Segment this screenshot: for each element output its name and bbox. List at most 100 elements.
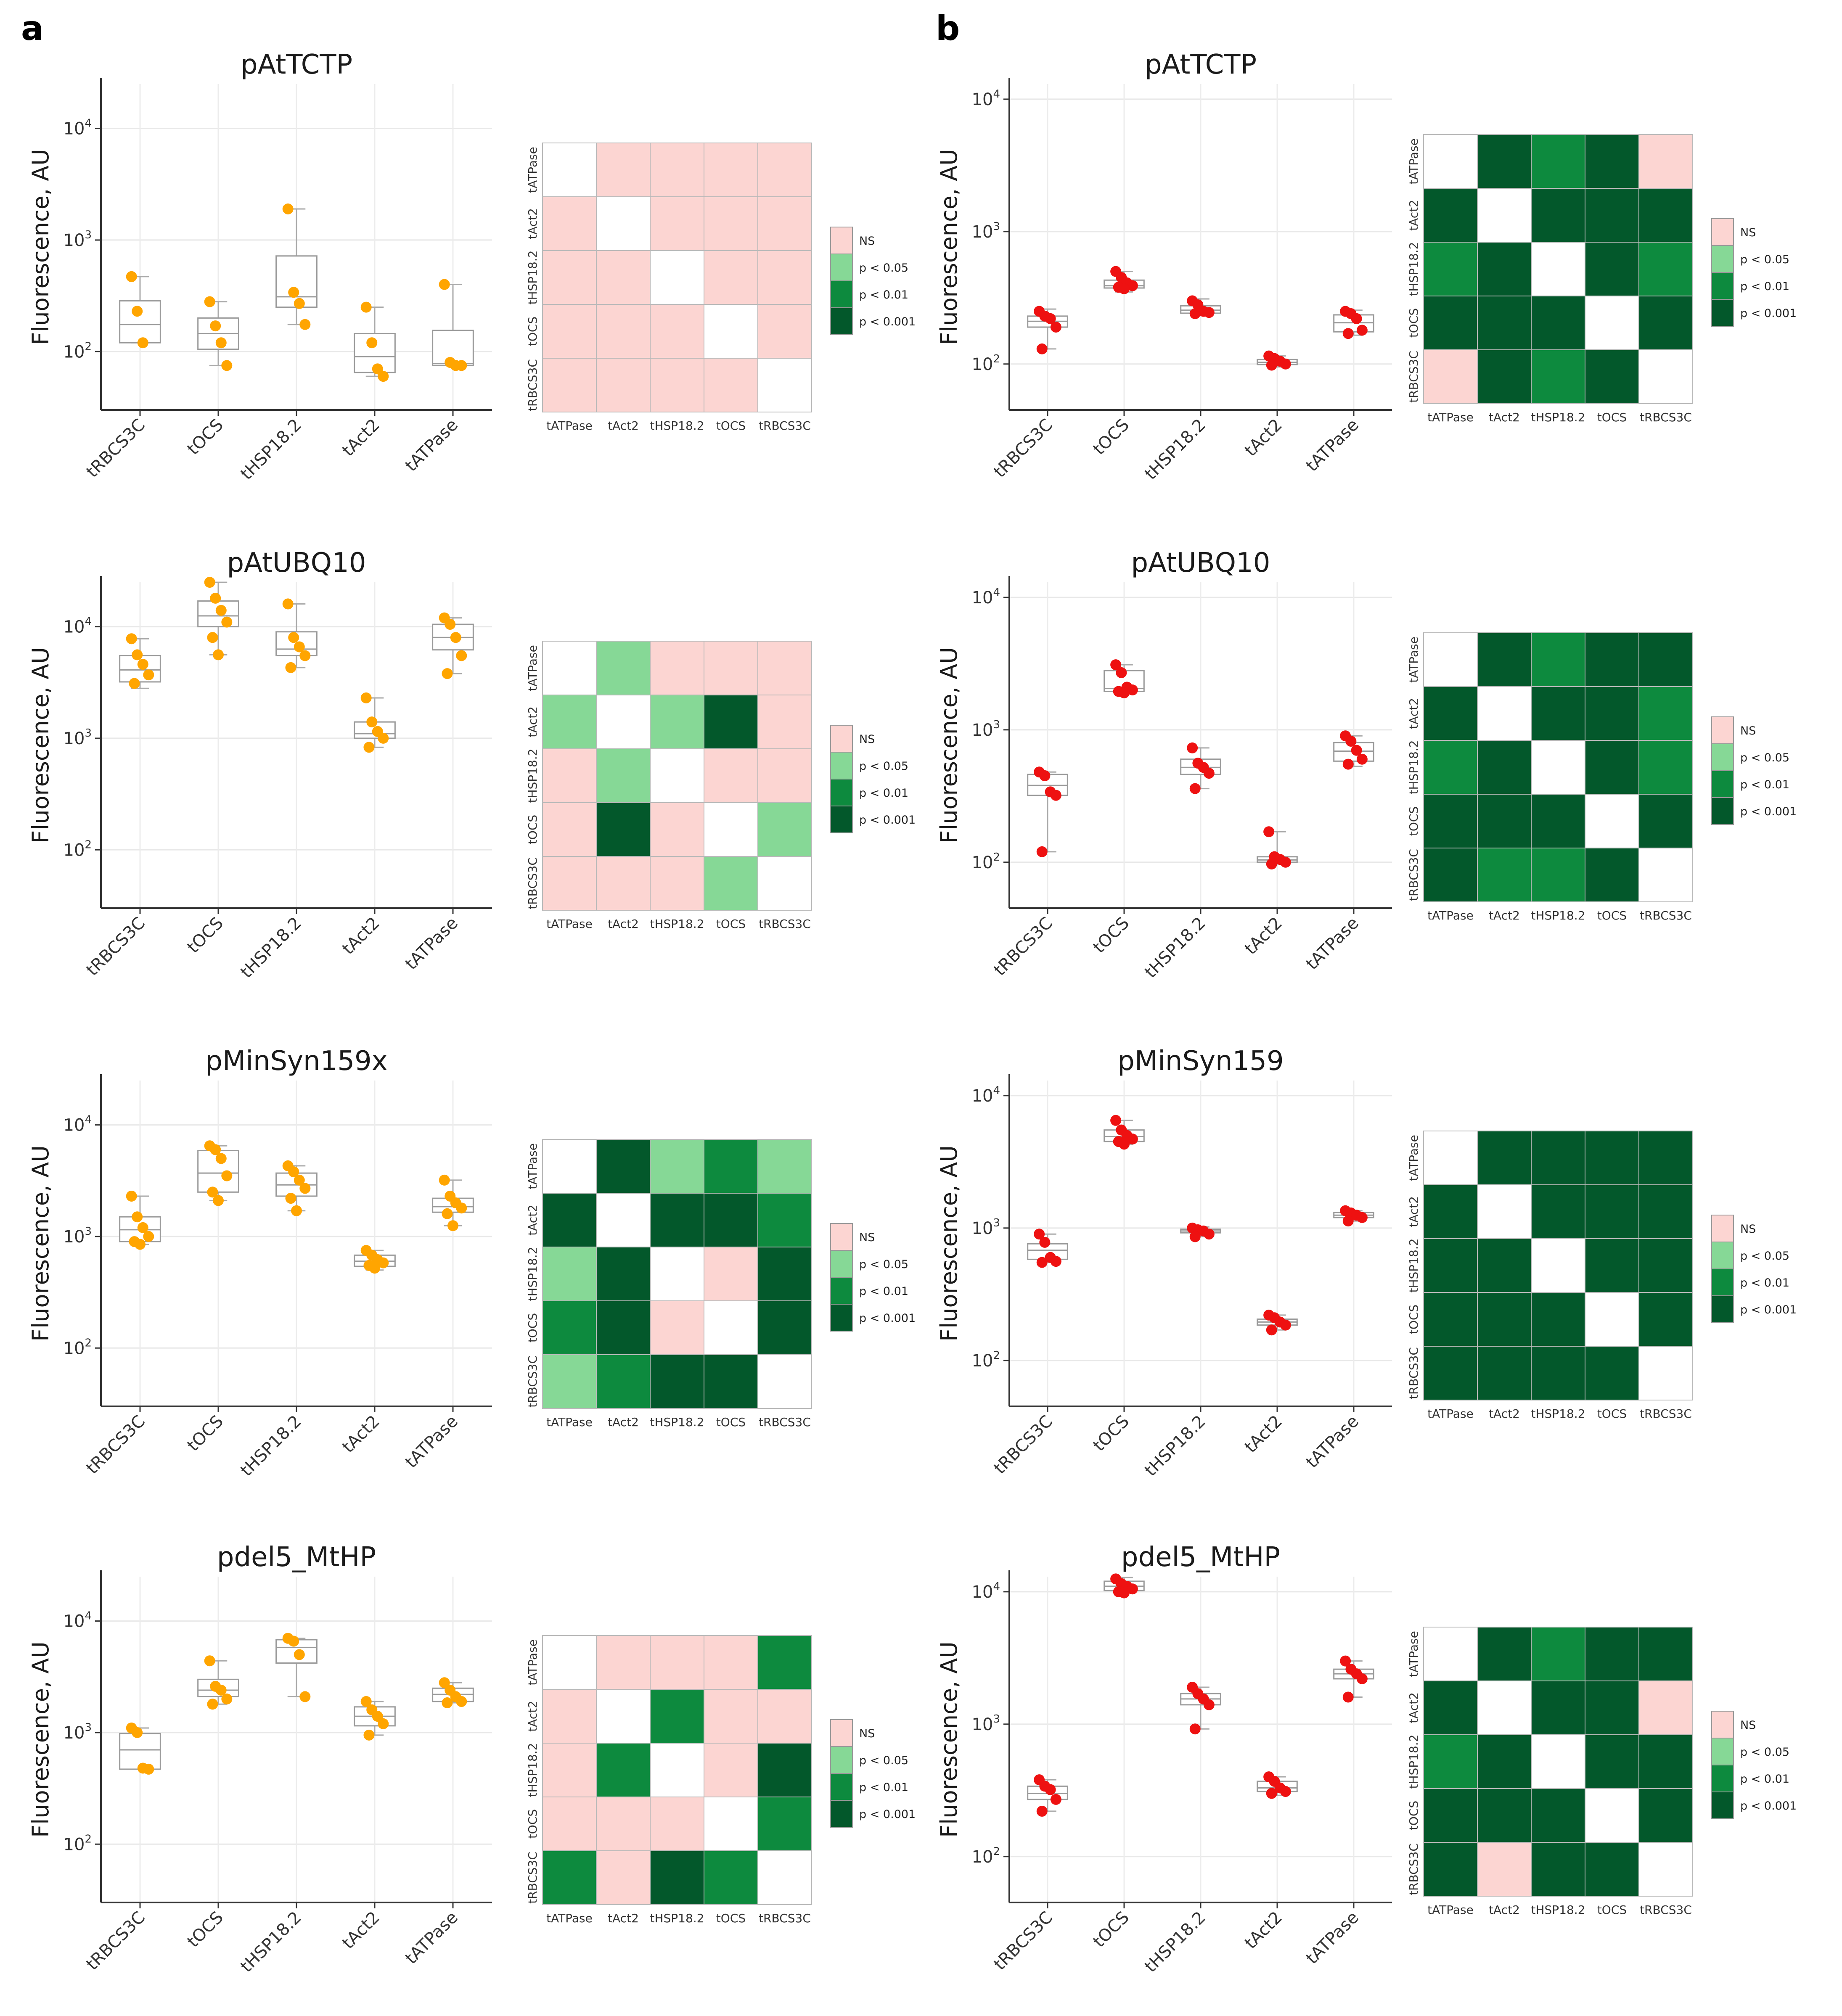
data-point — [126, 1190, 137, 1202]
heatmap-y-label: tRBCS3C — [1407, 849, 1421, 901]
data-point — [1110, 1115, 1122, 1126]
heatmap-cell-tAct2-tHSP18.2 — [1531, 686, 1585, 741]
heatmap-cell-tHSP18.2-tHSP18.2 — [1531, 242, 1585, 296]
legend-swatch — [1711, 245, 1734, 273]
heatmap-cell-tHSP18.2-tOCS — [1585, 1238, 1639, 1293]
heatmap-cell-tRBCS3C-tATPase — [542, 358, 597, 412]
legend-swatch — [830, 307, 853, 335]
heatmap-cell-tAct2-tHSP18.2 — [1531, 188, 1585, 243]
heatmap-cell-tOCS-tHSP18.2 — [650, 304, 704, 359]
y-tick-label: 104 — [972, 88, 1000, 109]
heatmap-y-label: tAct2 — [526, 208, 540, 239]
y-tick-exponent: 4 — [993, 586, 1000, 599]
heatmap-cell-tRBCS3C-tHSP18.2 — [1531, 349, 1585, 404]
y-tick-label: 102 — [972, 1845, 1000, 1867]
data-point — [288, 1166, 299, 1178]
heatmap-y-label: tHSP18.2 — [526, 748, 540, 803]
heatmap-cell-tATPase-tAct2 — [596, 143, 651, 197]
chart-title: pAtUBQ10 — [1131, 547, 1270, 579]
y-tick-exponent: 2 — [85, 1833, 92, 1845]
y-axis-label: Fluorescence, AU — [936, 1145, 962, 1342]
legend-label: p < 0.05 — [1740, 1746, 1789, 1759]
heatmap-cell-tHSP18.2-tATPase — [542, 250, 597, 305]
heatmap-cell-tATPase-tOCS — [1585, 632, 1639, 687]
y-tick-exponent: 2 — [993, 851, 1000, 864]
y-tick-base: 10 — [972, 355, 993, 374]
heatmap-cell-tHSP18.2-tRBCS3C — [757, 748, 812, 803]
chart-title: pAtTCTP — [1145, 49, 1257, 80]
data-point — [1263, 826, 1275, 838]
data-point — [135, 1239, 146, 1250]
chart-title: pMinSyn159 — [1117, 1046, 1284, 1077]
heatmap-cell-tHSP18.2-tAct2 — [1477, 242, 1532, 296]
data-point — [363, 1729, 375, 1741]
heatmap-a-3: tATPase tAct2 tHSP18.2 tOCS tRBCS3C tATPase tA… — [526, 1635, 916, 1925]
heatmap-y-label: tATPase — [526, 1639, 540, 1686]
heatmap-cell-tHSP18.2-tATPase — [1423, 740, 1478, 795]
heatmap-cell-tOCS-tOCS — [1585, 794, 1639, 848]
data-point — [1266, 1324, 1277, 1336]
y-tick-exponent: 3 — [993, 1713, 1000, 1725]
data-point — [1266, 359, 1277, 371]
heatmap-cell-tATPase-tRBCS3C — [1638, 632, 1693, 687]
heatmap-y-label: tHSP18.2 — [1407, 242, 1421, 296]
heatmap-cell-tATPase-tRBCS3C — [757, 1635, 812, 1690]
legend-label: p < 0.01 — [859, 288, 908, 301]
data-point — [294, 298, 305, 309]
y-tick-exponent: 2 — [85, 340, 92, 353]
data-point — [360, 692, 372, 703]
heatmap-cell-tHSP18.2-tHSP18.2 — [1531, 1734, 1585, 1789]
legend-label: p < 0.01 — [1740, 1773, 1789, 1786]
chart-title: pAtUBQ10 — [227, 547, 366, 579]
data-point — [132, 1727, 143, 1738]
data-point — [294, 1649, 305, 1660]
heatmap-cell-tATPase-tOCS — [1585, 1627, 1639, 1681]
heatmap-cell-tATPase-tATPase — [542, 143, 597, 197]
y-tick-label: 103 — [64, 1721, 92, 1743]
data-point — [1342, 1691, 1354, 1703]
heatmap-cell-tAct2-tHSP18.2 — [1531, 1680, 1585, 1735]
legend-swatch — [1711, 1738, 1734, 1765]
heatmap-y-label: tAct2 — [1407, 1196, 1421, 1227]
legend-swatch — [1711, 1242, 1734, 1269]
heatmap-cell-tAct2-tATPase — [1423, 188, 1478, 243]
data-point — [210, 1144, 221, 1155]
data-point — [288, 632, 299, 643]
data-point — [294, 1174, 305, 1186]
data-point — [129, 678, 140, 689]
heatmap-cell-tRBCS3C-tRBCS3C — [1638, 848, 1693, 902]
heatmap-border — [1423, 632, 1693, 902]
box-iqr — [275, 255, 318, 308]
heatmap-cell-tOCS-tATPase — [542, 802, 597, 857]
heatmap-cell-tHSP18.2-tATPase — [1423, 242, 1478, 296]
heatmap-cell-tATPase-tHSP18.2 — [1531, 1627, 1585, 1681]
heatmap-cell-tOCS-tAct2 — [596, 1797, 651, 1851]
heatmap-x-label: tOCS — [716, 1415, 746, 1429]
heatmap-cell-tAct2-tAct2 — [596, 196, 651, 251]
heatmap-cell-tOCS-tATPase — [542, 1300, 597, 1355]
heatmap-cell-tOCS-tATPase — [542, 304, 597, 359]
heatmap-cell-tAct2-tHSP18.2 — [1531, 1184, 1585, 1239]
heatmap-cell-tOCS-tHSP18.2 — [650, 1797, 704, 1851]
heatmap-y-label: tRBCS3C — [526, 1852, 540, 1904]
data-point — [1342, 758, 1354, 770]
data-point — [1340, 1655, 1351, 1667]
heatmap-cell-tHSP18.2-tOCS — [704, 250, 758, 305]
data-point — [221, 616, 233, 628]
data-point — [442, 1208, 453, 1219]
data-point — [1345, 735, 1357, 747]
heatmap-y-label: tAct2 — [1407, 1692, 1421, 1723]
legend-swatch — [1711, 1765, 1734, 1792]
data-point — [1280, 856, 1291, 868]
data-point — [1039, 770, 1051, 782]
heatmap-a-2: tATPase tAct2 tHSP18.2 tOCS tRBCS3C tATPase tA… — [526, 1139, 916, 1429]
y-tick-label: 104 — [64, 1610, 92, 1631]
data-point — [1034, 1229, 1045, 1240]
y-tick-exponent: 4 — [85, 1610, 92, 1622]
data-point — [210, 320, 221, 332]
heatmap-x-label: tOCS — [716, 1911, 746, 1925]
data-point — [1356, 325, 1368, 336]
heatmap-cell-tRBCS3C-tOCS — [1585, 349, 1639, 404]
heatmap-x-label: tATPase — [546, 917, 593, 931]
